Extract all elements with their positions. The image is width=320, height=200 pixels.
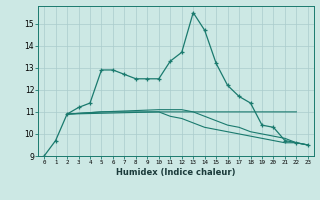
X-axis label: Humidex (Indice chaleur): Humidex (Indice chaleur) (116, 168, 236, 177)
